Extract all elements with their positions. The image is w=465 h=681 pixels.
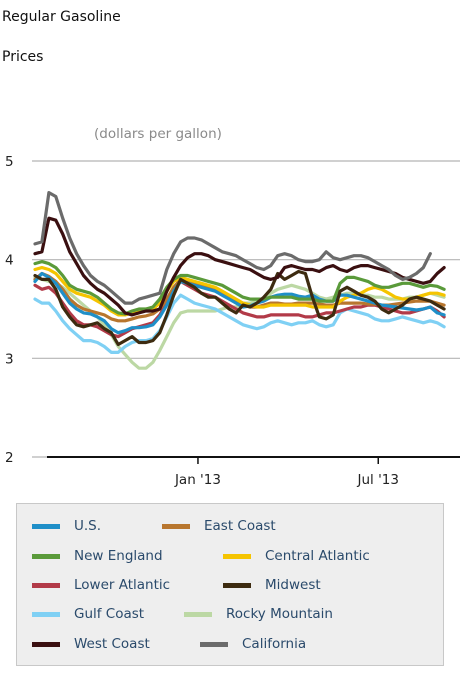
legend-item-new-england: New England [32, 548, 163, 564]
legend-item-central-atlantic: Central Atlantic [223, 548, 370, 564]
series-line-gulf-coast [33, 293, 446, 354]
legend-swatch [200, 641, 228, 647]
legend-item-gulf-coast: Gulf Coast [32, 606, 144, 622]
y-tick-label: 3 [5, 351, 14, 367]
legend-swatch [32, 582, 60, 588]
legend-swatch [32, 523, 60, 529]
legend-label: West Coast [74, 636, 150, 652]
series-line-midwest [33, 269, 446, 347]
series-line-california [33, 191, 432, 305]
legend-item-lower-atlantic: Lower Atlantic [32, 577, 170, 593]
series-line-new-england [33, 260, 446, 316]
legend-label: Gulf Coast [74, 606, 145, 622]
y-tick-label: 4 [5, 253, 14, 269]
chart-legend: U.S. East Coast New England Central Atlanti… [16, 503, 444, 666]
legend-item-u-s-: U.S. [32, 518, 101, 534]
series-line-west-coast [33, 216, 446, 317]
line-chart: 2 3 4 5 Jan '13 Jul '13 [5, 154, 460, 488]
legend-swatch [184, 611, 212, 617]
legend-item-california: California [200, 636, 306, 652]
y-tick-label: 5 [5, 154, 14, 170]
legend-swatch [223, 582, 251, 588]
legend-label: New England [74, 548, 163, 564]
legend-item-rocky-mountain: Rocky Mountain [184, 606, 333, 622]
legend-swatch [32, 641, 60, 647]
legend-label: Lower Atlantic [74, 577, 171, 593]
legend-label: California [242, 636, 307, 652]
legend-item-east-coast: East Coast [162, 518, 276, 534]
legend-item-west-coast: West Coast [32, 636, 150, 652]
chart-title-line-2: Prices [2, 49, 44, 65]
y-tick-label: 2 [5, 450, 14, 466]
series-line-central-atlantic [33, 266, 446, 317]
x-tick-label: Jul '13 [357, 472, 399, 488]
chart-title-line-1: Regular Gasoline [2, 9, 121, 25]
y-axis-units-label: (dollars per gallon) [94, 126, 222, 142]
x-tick-label: Jan '13 [174, 472, 221, 488]
legend-swatch [32, 611, 60, 617]
legend-swatch [223, 553, 251, 559]
legend-swatch [162, 523, 190, 529]
legend-label: East Coast [204, 518, 276, 534]
legend-label: U.S. [74, 518, 102, 534]
legend-swatch [32, 553, 60, 559]
legend-label: Midwest [265, 577, 321, 593]
legend-label: Rocky Mountain [226, 606, 333, 622]
legend-label: Central Atlantic [265, 548, 370, 564]
legend-item-midwest: Midwest [223, 577, 321, 593]
